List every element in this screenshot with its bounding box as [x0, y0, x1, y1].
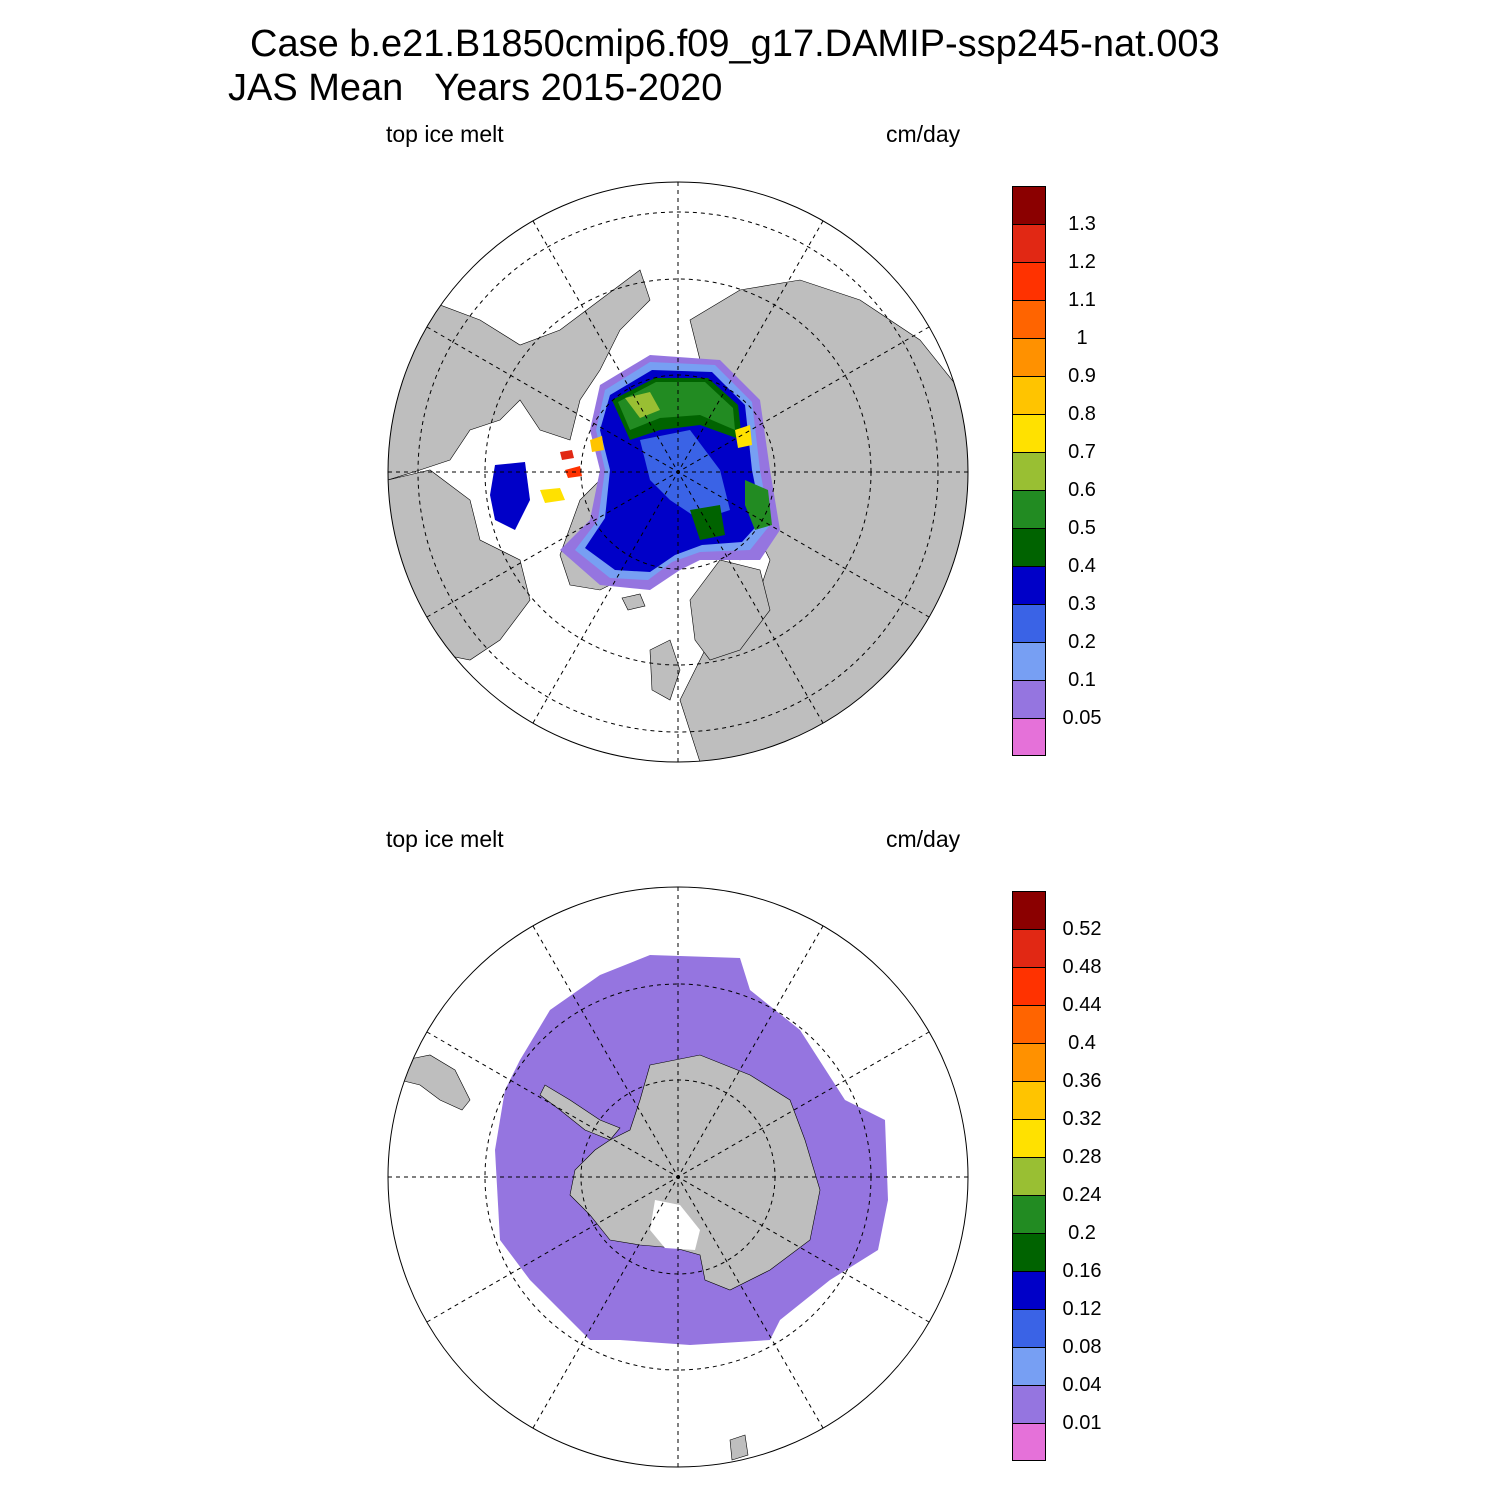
- colorbar-swatch: [1012, 1157, 1046, 1195]
- colorbar-swatch: [1012, 566, 1046, 604]
- colorbar-swatch: [1012, 1081, 1046, 1119]
- colorbar-tick-label: 0.9: [1068, 365, 1096, 387]
- title-line-2: JAS Mean Years 2015-2020: [228, 67, 723, 109]
- colorbar-tick-label: 0.1: [1068, 669, 1096, 691]
- colorbar-tick-label: 0.2: [1068, 1222, 1096, 1244]
- arctic-units-label: cm/day: [886, 121, 961, 147]
- colorbar-swatch: [1012, 1195, 1046, 1233]
- colorbar-tick-label: 0.44: [1062, 994, 1102, 1016]
- arctic-map: [387, 181, 969, 763]
- arctic-variable-label: top ice melt: [386, 121, 504, 147]
- iceland-land: [621, 593, 646, 611]
- archipelago-melt-yellow: [590, 436, 604, 452]
- colorbar-tick-label: 1.2: [1068, 251, 1096, 273]
- colorbar-swatch: [1012, 1309, 1046, 1347]
- arctic-melt-contour-0.15: [640, 430, 730, 520]
- colorbar-swatch: [1012, 528, 1046, 566]
- antarctic-graticule: [388, 887, 968, 1467]
- colorbar-tick-label: 0.52: [1062, 918, 1102, 940]
- colorbar-swatch: [1012, 300, 1046, 338]
- colorbar-swatch: [1012, 1347, 1046, 1385]
- colorbar-tick-label: 0.48: [1062, 956, 1102, 978]
- colorbar-swatch: [1012, 642, 1046, 680]
- scandinavia-land: [689, 559, 771, 661]
- colorbar-swatch: [1012, 338, 1046, 376]
- colorbar-swatch: [1012, 1043, 1046, 1081]
- arctic-melt-contour-0.5: [625, 392, 660, 418]
- colorbar-tick-label: 0.24: [1062, 1184, 1102, 1206]
- colorbar-tick-label: 0.5: [1068, 517, 1096, 539]
- antarctic-units-label: cm/day: [886, 826, 961, 852]
- colorbar-swatch: [1012, 1423, 1046, 1461]
- colorbar-tick-label: 0.08: [1062, 1336, 1102, 1358]
- colorbar-tick-label: 0.4: [1068, 1032, 1096, 1054]
- colorbar-tick-label: 0.32: [1062, 1108, 1102, 1130]
- arctic-graticule: [388, 182, 968, 762]
- archipelago-melt-red: [560, 450, 574, 460]
- colorbar-tick-label: 0.6: [1068, 479, 1096, 501]
- uk-land: [649, 639, 681, 701]
- colorbar-swatch: [1012, 1005, 1046, 1043]
- colorbar-tick-label: 0.36: [1062, 1070, 1102, 1092]
- colorbar-tick-label: 0.28: [1062, 1146, 1102, 1168]
- title-line-1: Case b.e21.B1850cmip6.f09_g17.DAMIP-ssp2…: [250, 23, 1220, 65]
- antarctic-landmasses: [399, 1054, 821, 1461]
- antarctic-map: [387, 886, 969, 1468]
- colorbar-swatch: [1012, 186, 1046, 224]
- antarctic-variable-label: top ice melt: [386, 826, 504, 852]
- colorbar-swatch: [1012, 1233, 1046, 1271]
- antarctica-land: [569, 1054, 821, 1291]
- hudson-bay-melt: [490, 462, 530, 530]
- new-zealand-land: [729, 1434, 749, 1461]
- colorbar-tick-label: 0.05: [1062, 707, 1102, 729]
- colorbar-tick-label: 0.7: [1068, 441, 1096, 463]
- colorbar-tick-label: 0.3: [1068, 593, 1096, 615]
- colorbar-swatch: [1012, 967, 1046, 1005]
- colorbar-swatch: [1012, 604, 1046, 642]
- colorbar-tick-label: 0.16: [1062, 1260, 1102, 1282]
- arctic-melt-contour-0.3-b: [690, 505, 725, 540]
- colorbar-swatch: [1012, 891, 1046, 929]
- colorbar-swatch: [1012, 1271, 1046, 1309]
- antarctic-map-border: [387, 886, 969, 1468]
- colorbar-tick-label: 0.04: [1062, 1374, 1102, 1396]
- arctic-melt-contour-0.6: [735, 425, 752, 448]
- colorbar-tick-label: 1.1: [1068, 289, 1096, 311]
- colorbar-swatch: [1012, 376, 1046, 414]
- colorbar-swatch: [1012, 262, 1046, 300]
- colorbar-swatch: [1012, 929, 1046, 967]
- arctic-melt-contour-0.4-b: [745, 480, 772, 530]
- colorbar-swatch: [1012, 1119, 1046, 1157]
- colorbar-tick-label: 1: [1076, 327, 1088, 349]
- colorbar-tick-label: 0.12: [1062, 1298, 1102, 1320]
- colorbar-swatch: [1012, 452, 1046, 490]
- arctic-colorbar: 1.3 1.2 1.1 1 0.9 0.8 0.7 0.6 0.5 0.4 0.3 0.2 0.1 0.0…: [1012, 186, 1101, 756]
- colorbar-tick-label: 1.3: [1068, 213, 1096, 235]
- colorbar-swatch: [1012, 680, 1046, 718]
- colorbar-tick-label: 0.8: [1068, 403, 1096, 425]
- antarctic-peninsula-land: [539, 1084, 621, 1141]
- baffin-melt: [540, 488, 565, 503]
- colorbar-swatch: [1012, 718, 1046, 756]
- colorbar-swatch: [1012, 224, 1046, 262]
- colorbar-tick-label: 0.2: [1068, 631, 1096, 653]
- north-america-land: [388, 269, 651, 481]
- colorbar-tick-label: 0.4: [1068, 555, 1096, 577]
- colorbar-swatch: [1012, 414, 1046, 452]
- colorbar-swatch: [1012, 1385, 1046, 1423]
- colorbar-tick-label: 0.01: [1062, 1412, 1102, 1434]
- colorbar-swatch: [1012, 490, 1046, 528]
- south-america-land: [399, 1054, 471, 1111]
- ross-ice-shelf: [650, 1200, 700, 1250]
- arctic-map-border: [387, 181, 969, 763]
- antarctic-colorbar: 0.52 0.48 0.44 0.4 0.36 0.32 0.28 0.24 0.2 0.16 0.…: [1012, 891, 1101, 1461]
